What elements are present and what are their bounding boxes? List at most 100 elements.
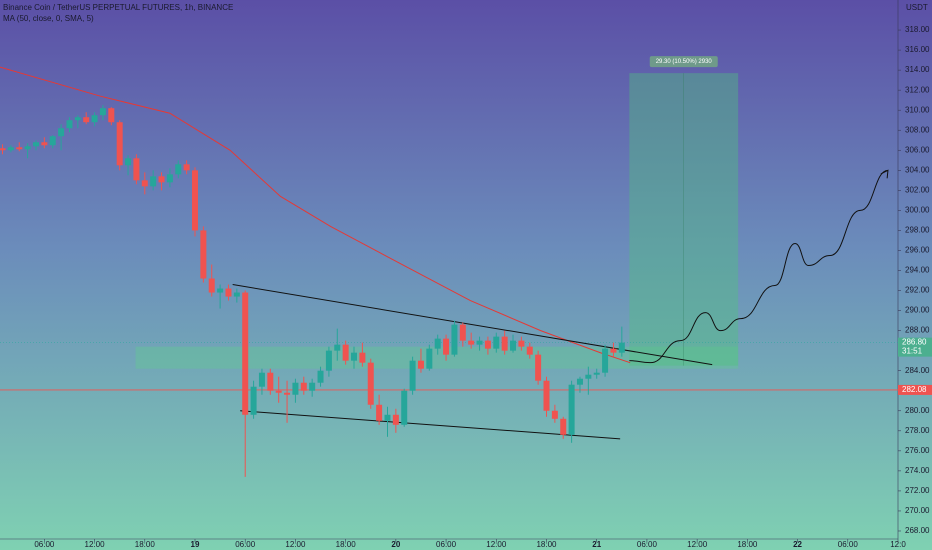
- position-label: 29.30 (10.50%) 2930: [656, 59, 713, 65]
- candle-body: [91, 115, 98, 123]
- candle-body: [208, 278, 215, 293]
- candle-body: [535, 354, 542, 381]
- candle-body: [384, 414, 391, 421]
- candle-body: [133, 158, 140, 181]
- candle-body: [351, 352, 358, 361]
- price-tag-label: 282.08: [902, 385, 927, 394]
- y-axis-label: USDT: [906, 3, 928, 12]
- y-tick-label: 280.00: [905, 406, 930, 415]
- y-tick-label: 308.00: [905, 125, 930, 134]
- y-tick-label: 310.00: [905, 105, 930, 114]
- trendline: [232, 284, 713, 366]
- candle-body: [7, 147, 14, 151]
- candle-body: [417, 360, 424, 369]
- candle-body: [367, 362, 374, 405]
- candle-body: [225, 288, 232, 297]
- zone: [135, 346, 739, 369]
- candle-body: [258, 372, 265, 387]
- y-tick-label: 300.00: [905, 205, 930, 214]
- candle-body: [459, 324, 466, 341]
- countdown-label: 31:51: [902, 347, 923, 356]
- y-tick-label: 268.00: [905, 526, 930, 535]
- candle-body: [342, 344, 349, 361]
- y-tick-label: 270.00: [905, 506, 930, 515]
- candle-body: [183, 164, 190, 171]
- candle-body: [83, 117, 90, 123]
- candle-body: [24, 146, 31, 150]
- candle-body: [334, 344, 341, 351]
- x-tick-label: 18:00: [135, 540, 156, 549]
- candle-body: [41, 142, 48, 146]
- y-tick-label: 312.00: [905, 85, 930, 94]
- trendline: [240, 410, 621, 440]
- candle-body: [560, 418, 567, 435]
- y-tick-label: 302.00: [905, 185, 930, 194]
- chart-subtitle: MA (50, close, 0, SMA, 5): [3, 14, 94, 23]
- y-tick-label: 304.00: [905, 165, 930, 174]
- x-tick-label: 12:00: [285, 540, 306, 549]
- candle-body: [58, 128, 65, 137]
- y-tick-label: 298.00: [905, 226, 930, 235]
- candle-body: [150, 176, 157, 187]
- candle-body: [317, 370, 324, 383]
- x-tick-label: 18:00: [336, 540, 357, 549]
- candle-body: [359, 352, 366, 363]
- last-price-label: 286.80: [902, 338, 927, 347]
- y-tick-label: 274.00: [905, 466, 930, 475]
- candle-body: [576, 378, 583, 385]
- plot: 29.30 (10.50%) 2930: [0, 56, 898, 477]
- candle-body: [401, 390, 408, 425]
- last-price-tag: [898, 337, 932, 357]
- candle-body: [501, 336, 508, 351]
- chart-title: Binance Coin / TetherUS PERPETUAL FUTURE…: [3, 3, 233, 12]
- candle-body: [526, 346, 533, 355]
- position-label-bg: [649, 56, 718, 68]
- candle-body: [602, 348, 609, 373]
- candle-body: [125, 158, 132, 166]
- candle-body: [409, 360, 416, 391]
- candle-body: [309, 382, 316, 391]
- price-tag: [898, 384, 932, 395]
- candle-body: [191, 170, 198, 231]
- y-tick-label: 314.00: [905, 65, 930, 74]
- x-tick-label: 06:00: [838, 540, 859, 549]
- candle-body: [141, 180, 148, 187]
- candle-body: [392, 414, 399, 425]
- x-tick-label: 22: [793, 540, 802, 549]
- y-tick-label: 290.00: [905, 306, 930, 315]
- y-tick-label: 292.00: [905, 286, 930, 295]
- candle-body: [426, 348, 433, 369]
- candle-body: [518, 340, 525, 347]
- moving-average: [0, 66, 631, 364]
- candle-body: [166, 174, 173, 183]
- x-tick-label: 06:00: [637, 540, 658, 549]
- x-tick-label: 12:0: [890, 540, 906, 549]
- y-tick-label: 278.00: [905, 426, 930, 435]
- y-tick-label: 316.00: [905, 45, 930, 54]
- candle-body: [49, 136, 56, 146]
- candle-body: [217, 288, 224, 293]
- y-tick-label: 284.00: [905, 366, 930, 375]
- x-tick-label: 20: [391, 540, 400, 549]
- x-tick-label: 06:00: [436, 540, 457, 549]
- candle-body: [250, 386, 257, 415]
- candle-body: [0, 148, 6, 151]
- candle-body: [484, 340, 491, 349]
- x-tick-label: 06:00: [235, 540, 256, 549]
- candle-body: [200, 230, 207, 279]
- candle-body: [16, 147, 23, 150]
- candle-body: [551, 410, 558, 419]
- candle-body: [242, 292, 249, 415]
- candle-body: [543, 380, 550, 411]
- candle-body: [74, 117, 81, 121]
- candle-body: [275, 390, 282, 393]
- candle-body: [300, 382, 307, 391]
- x-tick-label: 18:00: [737, 540, 758, 549]
- candle-body: [32, 142, 39, 147]
- y-tick-label: 306.00: [905, 145, 930, 154]
- candle-body: [116, 122, 123, 166]
- candle-body: [493, 336, 500, 349]
- x-tick-label: 18:00: [536, 540, 557, 549]
